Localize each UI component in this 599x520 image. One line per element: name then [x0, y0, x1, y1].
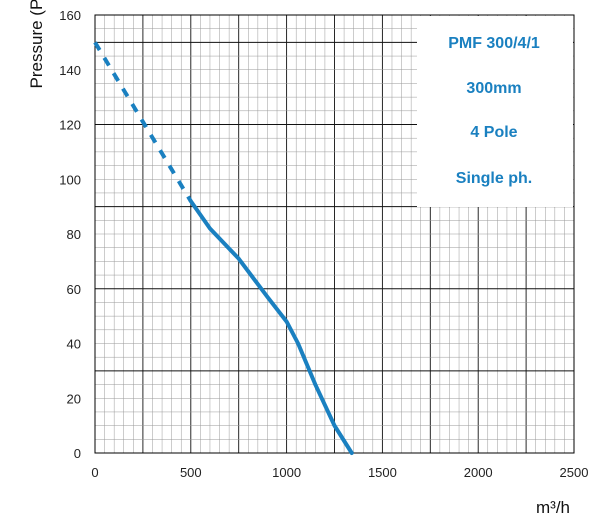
y-tick-label: 60 — [67, 282, 81, 297]
x-tick-label: 2500 — [560, 465, 589, 480]
y-tick-label: 20 — [67, 391, 81, 406]
legend-poles: 4 Pole — [470, 124, 517, 141]
y-tick-label: 40 — [67, 337, 81, 352]
y-tick-label: 140 — [59, 63, 81, 78]
x-tick-label: 0 — [91, 465, 98, 480]
legend-phase: Single ph. — [456, 170, 532, 187]
legend-model: PMF 300/4/1 — [448, 35, 540, 52]
x-tick-label: 1000 — [272, 465, 301, 480]
x-tick-label: 2000 — [464, 465, 493, 480]
curve-solid-segment — [191, 201, 352, 453]
y-tick-label: 0 — [74, 446, 81, 461]
x-axis-title: m³/h — [536, 498, 570, 517]
y-axis-title: Pressure (Pa) — [27, 0, 46, 88]
y-tick-label: 80 — [67, 227, 81, 242]
legend-size: 300mm — [466, 80, 521, 97]
y-tick-label: 120 — [59, 118, 81, 133]
x-tick-label: 1500 — [368, 465, 397, 480]
y-tick-label: 100 — [59, 172, 81, 187]
x-tick-label: 500 — [180, 465, 202, 480]
y-tick-label: 160 — [59, 8, 81, 23]
